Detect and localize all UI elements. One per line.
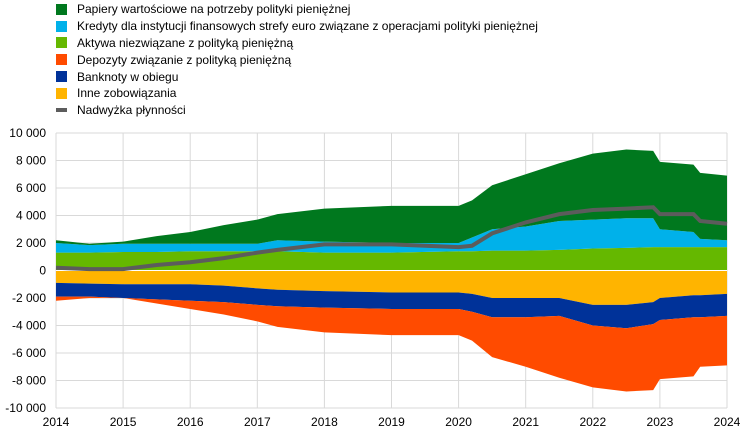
x-tick-label: 2015 <box>110 415 137 429</box>
legend-label: Inne zobowiązania <box>77 86 177 101</box>
y-tick-label: 8 000 <box>16 154 46 168</box>
y-tick-label: -10 000 <box>5 401 46 415</box>
y-tick-label: -2 000 <box>12 291 46 305</box>
y-tick-label: 4 000 <box>16 209 46 223</box>
y-tick-label: 0 <box>39 264 46 278</box>
legend-item: Inne zobowiązania <box>56 85 538 102</box>
x-tick-label: 2018 <box>311 415 338 429</box>
x-tick-label: 2014 <box>43 415 70 429</box>
legend-label: Aktywa niezwiązane z polityką pieniężną <box>77 35 294 50</box>
legend-label: Papiery wartościowe na potrzeby polityki… <box>77 2 351 17</box>
legend-item: Kredyty dla instytucji finansowych stref… <box>56 18 538 35</box>
y-tick-label: -6 000 <box>12 346 46 360</box>
legend-label: Banknoty w obiegu <box>77 69 179 84</box>
x-tick-label: 2020 <box>445 415 472 429</box>
area-positive-2 <box>56 247 727 271</box>
x-tick-label: 2016 <box>177 415 204 429</box>
legend-item: Aktywa niezwiązane z polityką pieniężną <box>56 35 538 52</box>
y-tick-label: 2 000 <box>16 236 46 250</box>
line-nadwyzka-plynnosci <box>55 205 728 272</box>
area-negative-4 <box>56 282 727 329</box>
x-tick-label: 2017 <box>244 415 271 429</box>
legend-swatch <box>56 37 67 49</box>
legend-swatch <box>56 3 67 15</box>
area-positive-0 <box>56 149 727 246</box>
legend: Papiery wartościowe na potrzeby polityki… <box>56 1 538 119</box>
legend-item: Banknoty w obiegu <box>56 68 538 85</box>
y-tick-label: -8 000 <box>12 374 46 388</box>
x-tick-label: 2021 <box>512 415 539 429</box>
y-tick-label: 6 000 <box>16 181 46 195</box>
legend-swatch <box>56 20 67 32</box>
area-negative-3 <box>56 296 727 392</box>
x-tick-label: 2024 <box>714 415 741 429</box>
x-tick-label: 2019 <box>378 415 405 429</box>
legend-swatch <box>56 108 67 113</box>
legend-label: Depozyty związanie z polityką pieniężną <box>77 52 292 67</box>
area-positive-1 <box>56 218 727 253</box>
legend-label: Nadwyżka płynności <box>77 103 186 118</box>
legend-item: Papiery wartościowe na potrzeby polityki… <box>56 1 538 18</box>
x-tick-label: 2023 <box>647 415 674 429</box>
legend-swatch <box>56 71 67 83</box>
legend-item: Nadwyżka płynności <box>56 102 538 119</box>
x-tick-label: 2022 <box>579 415 606 429</box>
area-negative-5 <box>56 270 727 305</box>
y-tick-label: 10 000 <box>9 126 46 140</box>
y-tick-label: -4 000 <box>12 319 46 333</box>
legend-swatch <box>56 87 67 99</box>
legend-item: Depozyty związanie z polityką pieniężną <box>56 51 538 68</box>
legend-label: Kredyty dla instytucji finansowych stref… <box>77 19 538 34</box>
legend-swatch <box>56 54 67 66</box>
